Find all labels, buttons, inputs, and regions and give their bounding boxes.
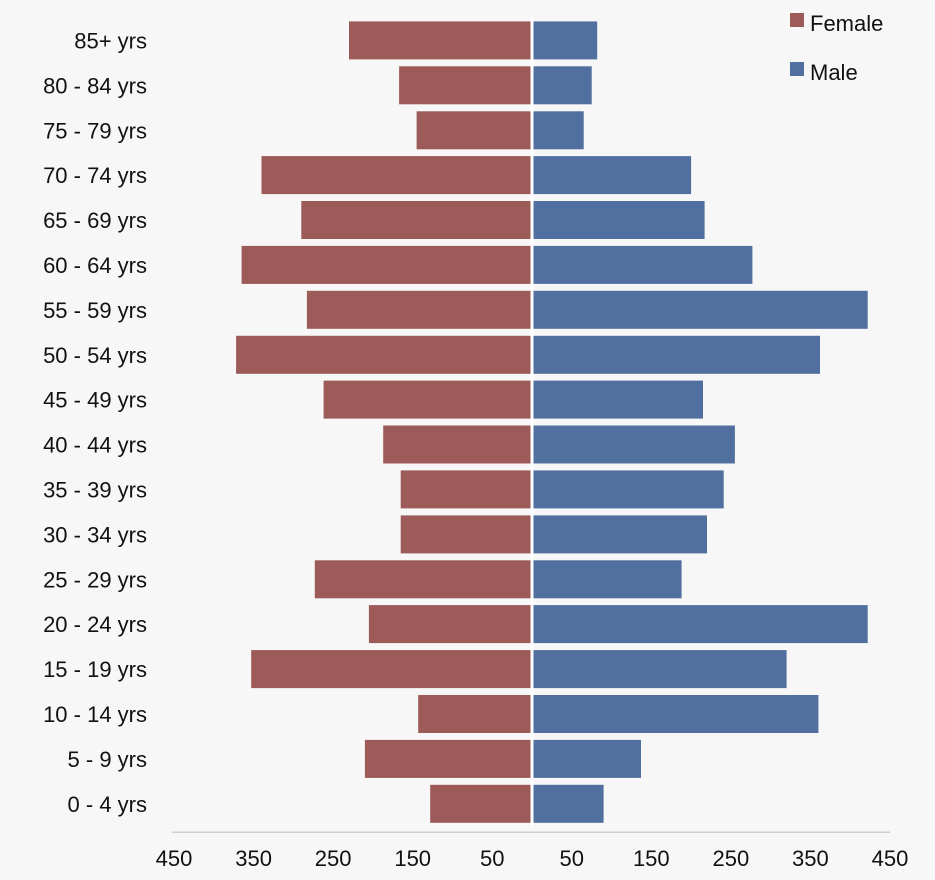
bar-male-6 xyxy=(532,290,868,329)
bar-female-3 xyxy=(261,156,532,195)
x-tick-label: 250 xyxy=(315,846,352,871)
category-label: 80 - 84 yrs xyxy=(43,73,147,98)
x-tick-label: 50 xyxy=(480,846,504,871)
bar-male-1 xyxy=(532,66,592,105)
legend-swatch-male xyxy=(790,62,804,76)
category-label: 5 - 9 yrs xyxy=(68,747,147,772)
bar-male-2 xyxy=(532,111,584,150)
category-label: 65 - 69 yrs xyxy=(43,208,147,233)
category-label: 15 - 19 yrs xyxy=(43,657,147,682)
legend: Female Male xyxy=(790,11,883,85)
bar-female-2 xyxy=(416,111,532,150)
bar-male-15 xyxy=(532,695,819,733)
legend-label-male: Male xyxy=(810,60,858,85)
bar-female-1 xyxy=(399,66,532,105)
bar-male-7 xyxy=(532,335,820,374)
x-tick-label: 350 xyxy=(792,846,829,871)
category-label: 30 - 34 yrs xyxy=(43,522,147,547)
bar-female-13 xyxy=(368,605,532,644)
bar-female-12 xyxy=(314,560,532,599)
bar-female-10 xyxy=(400,470,532,509)
category-label: 45 - 49 yrs xyxy=(43,388,147,413)
bar-male-5 xyxy=(532,245,753,284)
bar-male-9 xyxy=(532,425,735,464)
x-tick-label: 250 xyxy=(713,846,750,871)
x-tick-label: 350 xyxy=(235,846,272,871)
x-tick-label: 150 xyxy=(633,846,670,871)
category-label: 60 - 64 yrs xyxy=(43,253,147,278)
category-label: 85+ yrs xyxy=(74,29,147,54)
bar-male-13 xyxy=(532,605,868,644)
category-label: 55 - 59 yrs xyxy=(43,298,147,323)
bar-female-8 xyxy=(323,380,532,419)
bar-male-17 xyxy=(532,784,604,823)
category-label: 10 - 14 yrs xyxy=(43,702,147,727)
bar-female-5 xyxy=(241,245,532,284)
bar-female-16 xyxy=(364,739,532,778)
x-tick-labels: 450 350 250 150 50 50 150 250 350 450 xyxy=(156,846,909,871)
category-label: 40 - 44 yrs xyxy=(43,433,147,458)
bar-female-11 xyxy=(400,515,532,554)
bar-male-10 xyxy=(532,470,724,509)
legend-swatch-female xyxy=(790,13,804,27)
bar-female-9 xyxy=(383,425,532,464)
category-label: 50 - 54 yrs xyxy=(43,343,147,368)
bar-male-0 xyxy=(532,21,598,60)
category-label: 70 - 74 yrs xyxy=(43,163,147,188)
bar-female-6 xyxy=(306,290,532,329)
category-labels: 85+ yrs 80 - 84 yrs 75 - 79 yrs 70 - 74 yrs… xyxy=(43,29,147,817)
bar-female-0 xyxy=(349,21,532,60)
x-tick-label: 150 xyxy=(394,846,431,871)
bar-female-17 xyxy=(430,784,532,823)
bar-male-16 xyxy=(532,739,641,778)
bar-male-11 xyxy=(532,515,707,554)
x-tick-label: 450 xyxy=(872,846,909,871)
category-label: 35 - 39 yrs xyxy=(43,477,147,502)
bar-male-8 xyxy=(532,380,703,419)
bar-male-3 xyxy=(532,156,692,195)
bar-male-4 xyxy=(532,201,705,239)
category-label: 75 - 79 yrs xyxy=(43,118,147,143)
bars-layer xyxy=(236,21,868,823)
x-tick-label: 450 xyxy=(156,846,193,871)
legend-label-female: Female xyxy=(810,11,883,36)
bar-female-4 xyxy=(301,201,532,239)
bar-female-15 xyxy=(418,695,532,733)
bar-female-14 xyxy=(251,650,532,689)
bar-male-12 xyxy=(532,560,682,599)
category-label: 25 - 29 yrs xyxy=(43,567,147,592)
bar-female-7 xyxy=(236,335,532,374)
bar-male-14 xyxy=(532,650,787,689)
category-label: 0 - 4 yrs xyxy=(68,792,147,817)
category-label: 20 - 24 yrs xyxy=(43,612,147,637)
x-tick-label: 50 xyxy=(560,846,584,871)
